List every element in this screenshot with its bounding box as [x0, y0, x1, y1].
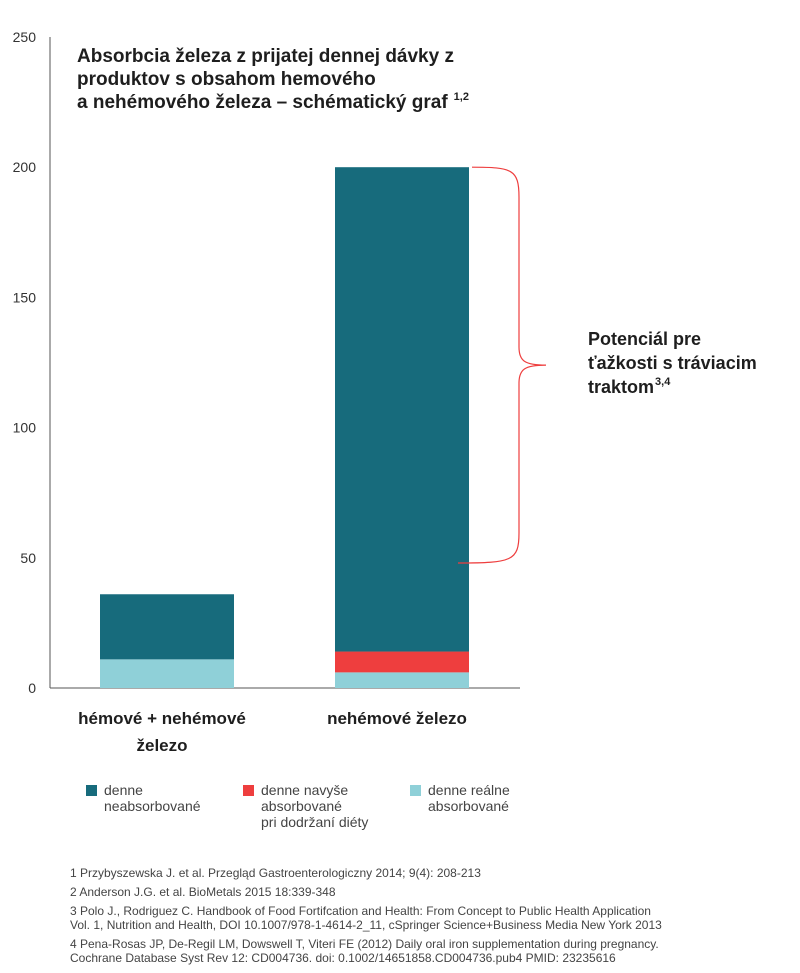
y-tick-label: 0 — [28, 680, 36, 696]
legend-item-absorbed: denne reálne absorbované — [410, 782, 510, 814]
annotation-text: traktom3,4 — [588, 376, 671, 397]
reference-1: 1 Przybyszewska J. et al. Przegląd Gastr… — [70, 866, 481, 880]
bar-segment — [335, 672, 469, 688]
legend-label: denne reálne absorbované — [428, 782, 510, 814]
legend-label: denne neabsorbované — [104, 782, 201, 814]
chart-title-superscript: 1,2 — [454, 91, 469, 103]
chart-title-line: a nehémového železa – schématický graf 1,… — [77, 91, 469, 113]
reference-4: 4 Pena-Rosas JP, De-Regil LM, Dowswell T… — [70, 937, 659, 965]
y-tick-label: 150 — [13, 289, 37, 305]
annotation: Potenciál pre ťažkosti s tráviacim traktom… — [457, 166, 757, 564]
legend-swatch — [86, 785, 97, 796]
legend-swatch — [410, 785, 421, 796]
x-category-label: nehémové železo — [327, 709, 467, 728]
chart-title-line: Absorbcia železa z prijatej dennej dávky… — [77, 46, 454, 67]
bar-segment — [335, 651, 469, 673]
legend-label: denne navyše absorbované pri dodržaní di… — [261, 782, 369, 830]
chart-title-line: produktov s obsahom hemového — [77, 69, 376, 90]
y-tick-label: 100 — [13, 420, 37, 436]
y-tick-label: 250 — [13, 29, 37, 45]
bars — [100, 167, 469, 688]
legend-swatch — [243, 785, 254, 796]
annotation-text: Potenciál pre — [588, 329, 701, 349]
y-tick-label: 200 — [13, 159, 37, 175]
reference-2: 2 Anderson J.G. et al. BioMetals 2015 18… — [70, 885, 336, 899]
annotation-text: ťažkosti s tráviacim — [588, 353, 757, 373]
legend-item-unabsorbed: denne neabsorbované — [86, 782, 201, 814]
references: 1 Przybyszewska J. et al. Przegląd Gastr… — [70, 866, 790, 970]
x-category-label: hémové + nehémové — [78, 709, 246, 728]
reference-3: 3 Polo J., Rodriguez C. Handbook of Food… — [70, 904, 662, 932]
bar-segment — [100, 594, 234, 660]
legend: denne neabsorbované denne navyše absorbo… — [0, 782, 800, 842]
bar-segment — [100, 659, 234, 688]
annotation-superscript: 3,4 — [655, 376, 671, 388]
x-category-label: železo — [136, 736, 187, 755]
chart: 0 50 100 150 200 250 Absorbcia železa z prija… — [13, 29, 757, 755]
y-tick-label: 50 — [20, 550, 36, 566]
bar-segment — [335, 167, 469, 652]
chart-text: Absorbcia železa z prijatej dennej dávky… — [77, 46, 469, 755]
legend-item-extra-absorbed: denne navyše absorbované pri dodržaní di… — [243, 782, 368, 830]
bracket-annotation — [457, 166, 547, 564]
